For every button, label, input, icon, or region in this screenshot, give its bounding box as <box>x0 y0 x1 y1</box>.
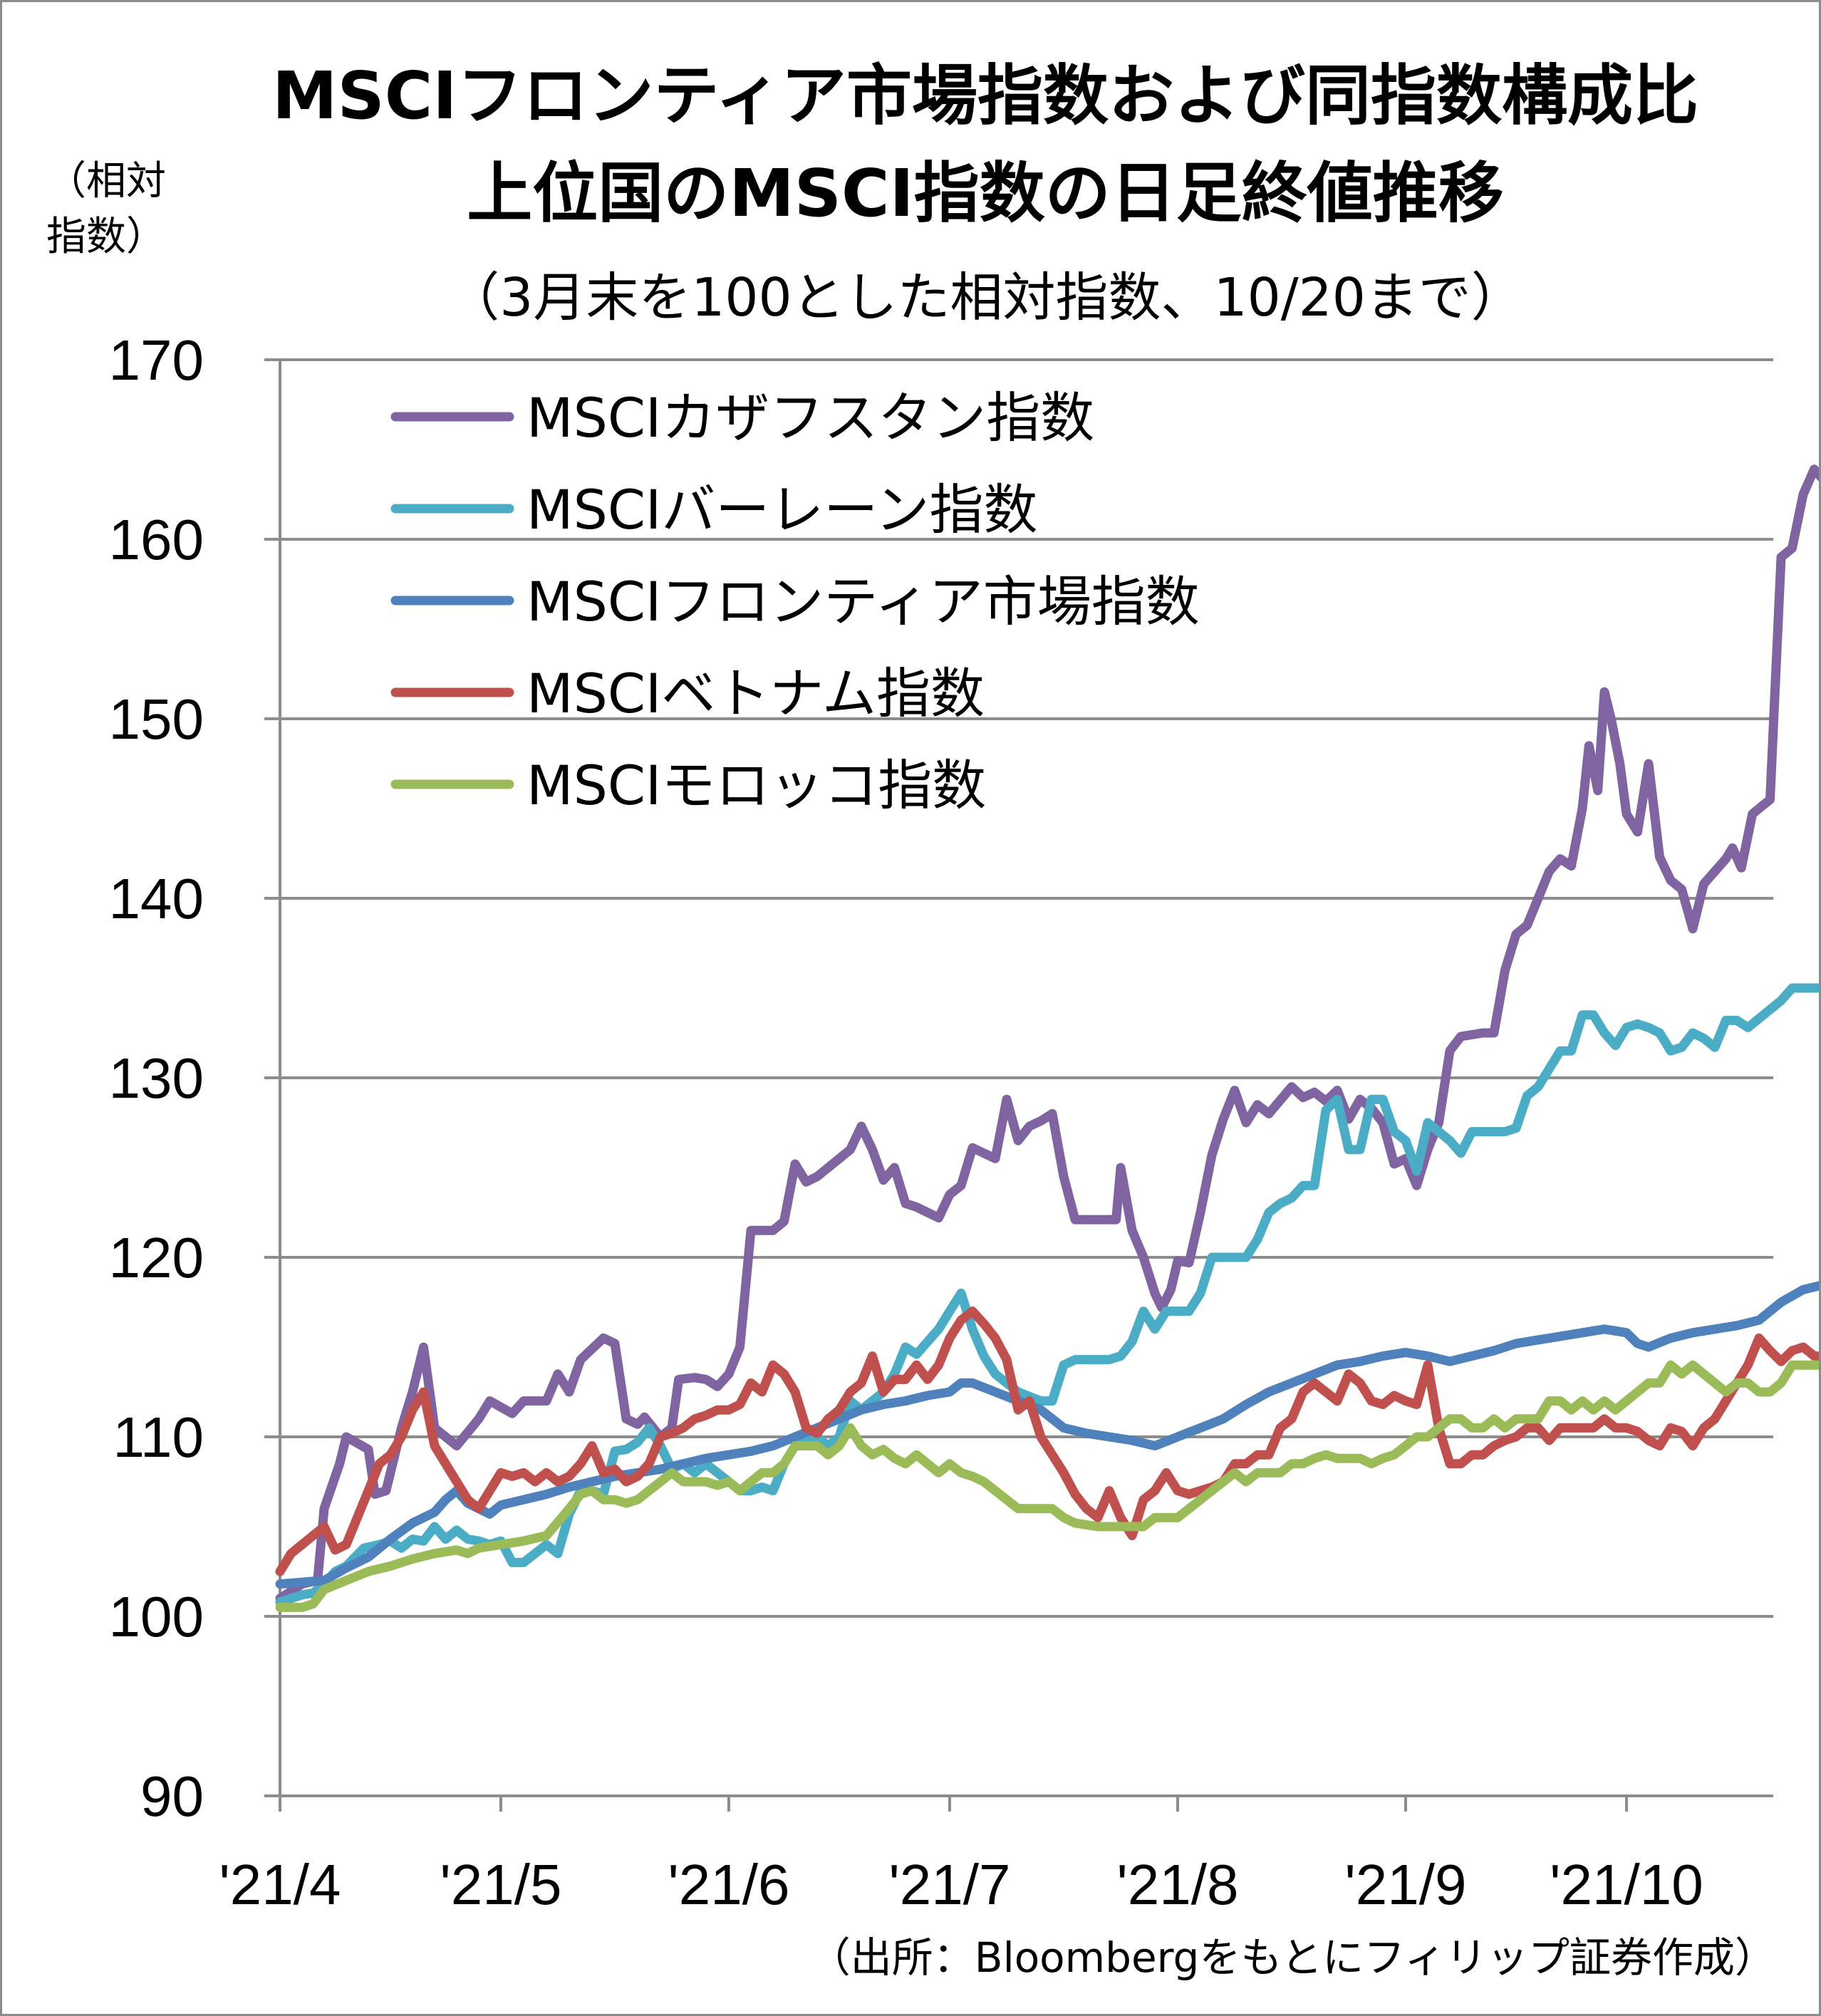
y-tick-label: 100 <box>109 1585 204 1648</box>
y-tick-label: 160 <box>109 508 204 571</box>
x-tick-label: '21/9 <box>1345 1853 1467 1916</box>
y-tick-label: 130 <box>109 1046 204 1110</box>
y-tick-label: 120 <box>109 1226 204 1289</box>
x-tick-label: '21/4 <box>219 1853 341 1916</box>
axes <box>279 360 1773 1812</box>
x-tick-label: '21/10 <box>1550 1853 1703 1916</box>
y-tick-labels: 90 100 110 120 130 140 150 160 170 <box>109 328 204 1828</box>
series-line-1 <box>275 464 1819 1604</box>
y-tick-label: 150 <box>109 687 204 751</box>
legend-label-1: MSCIカザフスタン指数 <box>526 386 1094 450</box>
legend: MSCIカザフスタン指数 MSCIバーレーン指数 MSCIフロンティア市場指数 MSC… <box>390 386 1200 817</box>
x-tick-label: '21/5 <box>440 1853 562 1916</box>
gridlines <box>264 358 1773 1797</box>
x-tick-label: '21/7 <box>889 1853 1011 1916</box>
y-tick-label: 90 <box>140 1765 204 1828</box>
series-line-5 <box>275 1360 1819 1612</box>
series-line-2 <box>275 983 1819 1607</box>
y-axis-label-line1: （相対 <box>46 158 166 204</box>
y-tick-label: 140 <box>109 867 204 930</box>
series-line-4 <box>275 1306 1819 1576</box>
y-tick-label: 110 <box>113 1406 204 1469</box>
chart-subtitle: （3月末を100とした相対指数、10/20まで） <box>447 267 1524 328</box>
legend-label-2: MSCIバーレーン指数 <box>526 478 1038 541</box>
y-tick-label: 170 <box>109 328 204 392</box>
series-lines <box>275 464 1819 1612</box>
x-tick-labels: '21/4 '21/5 '21/6 '21/7 '21/8 '21/9 '21/10 <box>219 1853 1703 1916</box>
x-tick-label: '21/6 <box>668 1853 790 1916</box>
chart-title-line2: 上位国のMSCI指数の日足終値推移 <box>467 155 1504 232</box>
x-tick-label: '21/8 <box>1117 1853 1239 1916</box>
y-axis-label-line2: 指数） <box>46 214 166 260</box>
legend-label-5: MSCIモロッコ指数 <box>526 754 986 817</box>
chart-title-line1: MSCIフロンティア市場指数および同指数構成比 <box>272 58 1698 134</box>
source-note: （出所：Bloombergをもとにフィリップ証券作成） <box>809 1933 1776 1982</box>
legend-label-4: MSCIベトナム指数 <box>526 662 985 725</box>
legend-label-3: MSCIフロンティア市場指数 <box>526 570 1200 633</box>
